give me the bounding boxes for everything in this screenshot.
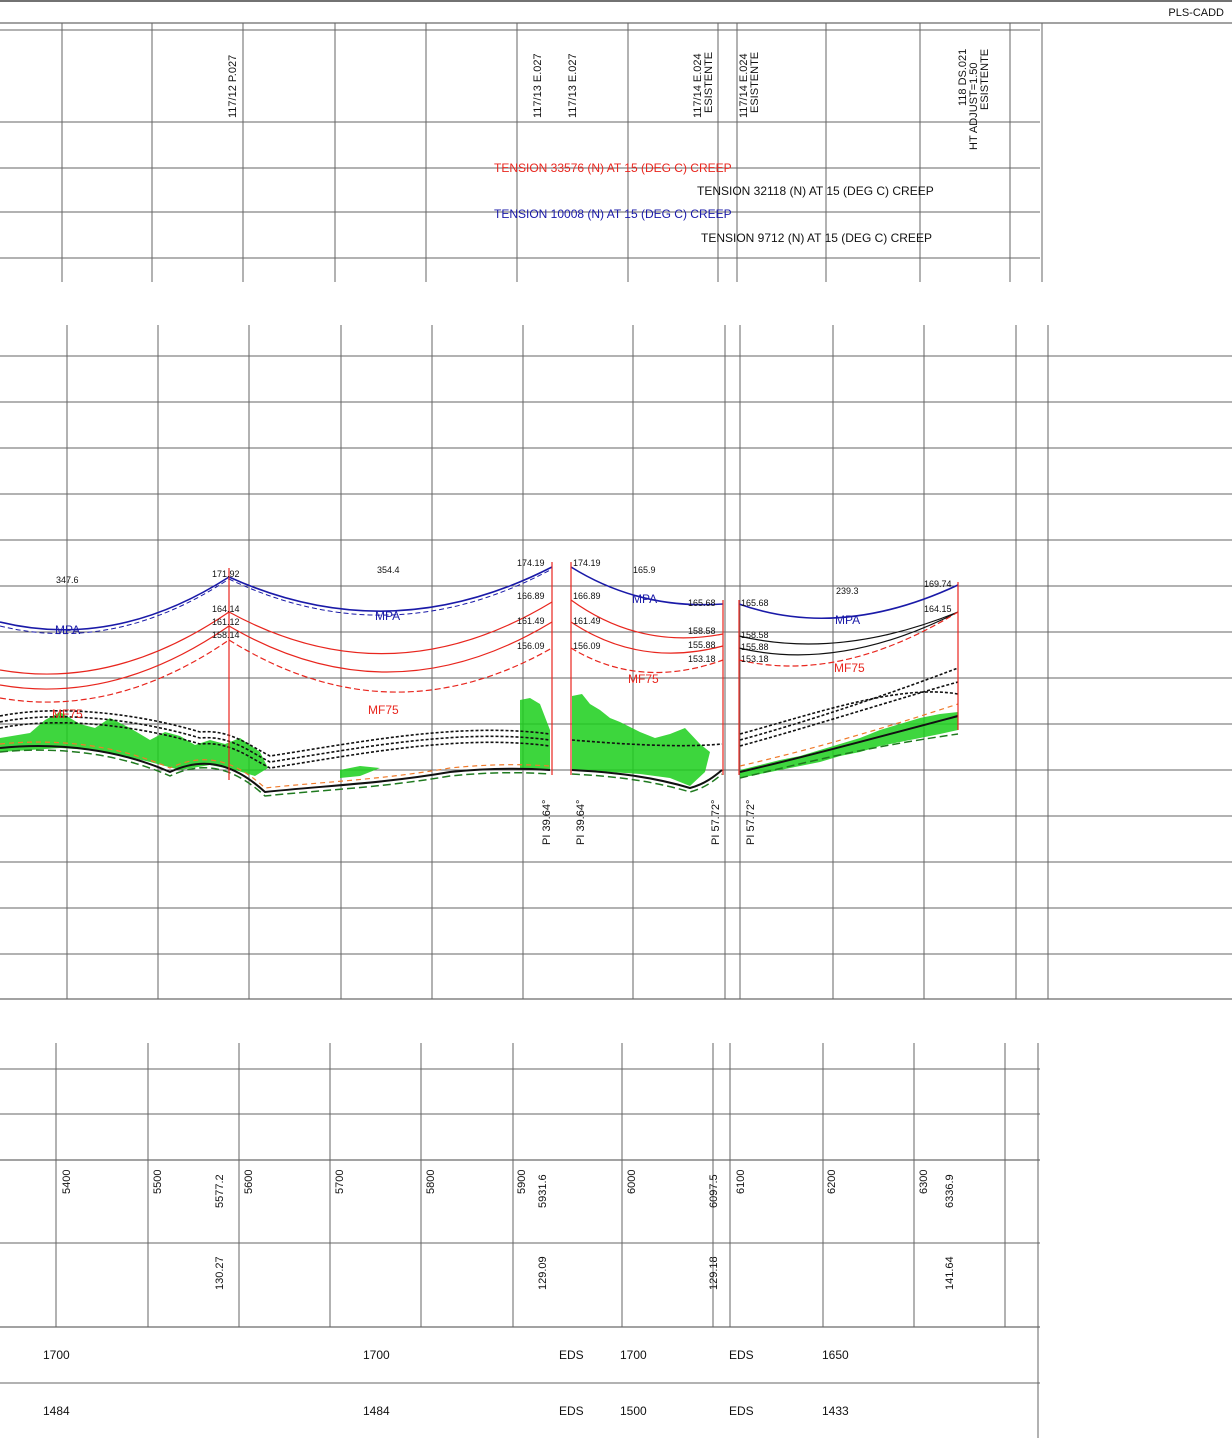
tension-label: TENSION 10008 (N) AT 15 (DEG C) CREEP — [494, 207, 732, 221]
attachment-elevation: 155.88 — [741, 642, 769, 652]
tension-label: TENSION 9712 (N) AT 15 (DEG C) CREEP — [701, 231, 932, 245]
station-table-grid — [0, 1043, 1040, 1438]
station-label: 6200 — [826, 1170, 838, 1194]
structure-label: 117/14 E.024 — [738, 53, 750, 118]
table-cell: EDS — [729, 1404, 754, 1418]
attachment-elevation: 156.09 — [573, 641, 601, 651]
structure-note: ESISTENTE — [979, 49, 991, 110]
tension-label: TENSION 32118 (N) AT 15 (DEG C) CREEP — [697, 184, 934, 198]
station-label: 6000 — [626, 1170, 638, 1194]
attachment-elevation: 155.88 — [688, 640, 716, 650]
attachment-elevation: 174.19 — [573, 558, 601, 568]
station-label: 5700 — [334, 1170, 346, 1194]
mpa-label: MPA — [375, 609, 400, 623]
station-labels: 5400 5500 5577.2 5600 5700 5800 5900 593… — [61, 1170, 956, 1208]
mf75-label: MF75 — [368, 703, 399, 717]
table-cell: EDS — [559, 1348, 584, 1362]
table-cell: EDS — [559, 1404, 584, 1418]
table-cell: 1650 — [822, 1348, 849, 1362]
attachment-elevation: 153.18 — [688, 654, 716, 664]
app-title: PLS-CADD — [1168, 7, 1224, 19]
span-length-label: 354.4 — [377, 565, 400, 575]
ground-elevation: 129.09 — [537, 1256, 549, 1290]
station-label: 6300 — [918, 1170, 930, 1194]
station-label: 5500 — [152, 1170, 164, 1194]
table-cell: 1700 — [620, 1348, 647, 1362]
attachment-elevation: 169.74 — [924, 579, 952, 589]
table-cell: 1484 — [43, 1404, 70, 1418]
pi-angle-label: PI 39.64° — [575, 800, 587, 845]
curve-labels: MPA MPA MPA MPA MF75 MF75 MF75 MF75 — [52, 592, 865, 721]
attachment-elevation: 166.89 — [517, 591, 545, 601]
table-cell: 1484 — [363, 1404, 390, 1418]
attachment-elevation: 158.58 — [688, 626, 716, 636]
structure-label: 117/13 E.027 — [532, 53, 544, 118]
tension-label: TENSION 33576 (N) AT 15 (DEG C) CREEP — [494, 161, 732, 175]
mpa-label: MPA — [835, 613, 860, 627]
attachment-elevation: 174.19 — [517, 558, 545, 568]
structure-note: ESISTENTE — [749, 52, 761, 113]
attachment-elevation: 156.09 — [517, 641, 545, 651]
vegetation-area — [0, 694, 958, 786]
station-label: 5900 — [516, 1170, 528, 1194]
span-length-label: 347.6 — [56, 575, 79, 585]
attachment-elevation: 164.14 — [212, 604, 240, 614]
structure-labels: 117/12 P.027 117/13 E.027 117/13 E.027 1… — [227, 49, 991, 150]
table-cell: EDS — [729, 1348, 754, 1362]
tension-labels: TENSION 33576 (N) AT 15 (DEG C) CREEP TE… — [494, 161, 934, 245]
mf75-label: MF75 — [52, 707, 83, 721]
attachment-elevation: 153.18 — [741, 654, 769, 664]
attachment-elevation: 165.68 — [741, 598, 769, 608]
table-cell: 1500 — [620, 1404, 647, 1418]
station-label: 5400 — [61, 1170, 73, 1194]
station-label: 6336.9 — [944, 1174, 956, 1208]
profile-grid — [0, 325, 1232, 1000]
attachment-elevation: 166.89 — [573, 591, 601, 601]
table-cell: 1700 — [363, 1348, 390, 1362]
ground-elevation: 129.18 — [708, 1256, 720, 1290]
structure-note: ESISTENTE — [703, 52, 715, 113]
attachment-elevation: 158.58 — [741, 630, 769, 640]
pi-angle-label: PI 39.64° — [541, 800, 553, 845]
ground-profile — [0, 667, 959, 797]
attachment-elevation: 161.12 — [212, 617, 240, 627]
structure-table-grid — [0, 23, 1043, 282]
table-cell: 1700 — [43, 1348, 70, 1362]
structure-label: 118 DS.021 — [957, 49, 969, 106]
mpa-label: MPA — [632, 592, 657, 606]
span-length-label: 239.3 — [836, 586, 859, 596]
attachment-elevation: 165.68 — [688, 598, 716, 608]
attachment-elevation: 171.92 — [212, 569, 240, 579]
structure-label: 117/12 P.027 — [227, 55, 239, 118]
ground-elevation-labels: 130.27 129.09 129.18 141.64 — [214, 1256, 956, 1290]
profile-labels: 347.6 354.4 165.9 239.3 171.92 164.14 16… — [56, 558, 952, 664]
mpa-label: MPA — [55, 623, 80, 637]
attachment-elevation: 164.15 — [924, 604, 952, 614]
conductor-curves — [0, 562, 959, 780]
mf75-label: MF75 — [834, 661, 865, 675]
station-label: 5577.2 — [214, 1174, 226, 1208]
span-length-label: 165.9 — [633, 565, 656, 575]
station-label: 5800 — [425, 1170, 437, 1194]
attachment-elevation: 161.49 — [517, 616, 545, 626]
mf75-label: MF75 — [628, 672, 659, 686]
structure-label: 117/13 E.027 — [567, 53, 579, 118]
structure-note: HT ADJUST=1.50 — [968, 62, 980, 150]
station-label: 5600 — [243, 1170, 255, 1194]
ground-elevation: 130.27 — [214, 1256, 226, 1290]
pi-angle-label: PI 57.72° — [710, 800, 722, 845]
station-label: 6097.5 — [708, 1174, 720, 1208]
table-cell: 1433 — [822, 1404, 849, 1418]
ground-elevation: 141.64 — [944, 1256, 956, 1290]
tension-table: 1700 1700 EDS 1700 EDS 1650 1484 1484 ED… — [43, 1348, 849, 1418]
attachment-elevation: 158.14 — [212, 630, 240, 640]
structure-label: 117/14 E.024 — [692, 53, 704, 118]
pi-angle-label: PI 57.72° — [745, 800, 757, 845]
pi-angle-labels: PI 39.64° PI 39.64° PI 57.72° PI 57.72° — [541, 800, 757, 845]
attachment-elevation: 161.49 — [573, 616, 601, 626]
station-label: 6100 — [735, 1170, 747, 1194]
station-label: 5931.6 — [537, 1174, 549, 1208]
